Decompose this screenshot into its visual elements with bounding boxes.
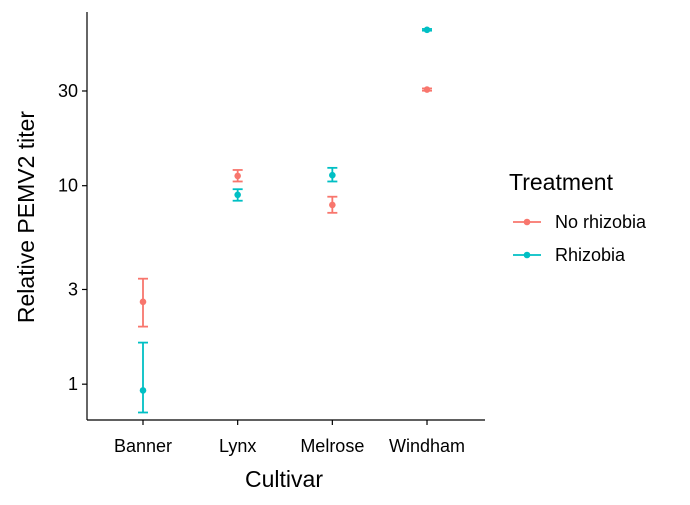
legend-key-point — [523, 251, 531, 259]
x-tick-label: Windham — [389, 436, 465, 456]
y-axis-title: Relative PEMV2 titer — [13, 111, 39, 324]
x-tick-label: Melrose — [300, 436, 364, 456]
data-point — [139, 387, 147, 394]
x-tick-label: Lynx — [219, 436, 256, 456]
y-ticks: 1 3 10 30 — [58, 81, 87, 394]
legend: Treatment No rhizobia Rhizobia — [509, 169, 647, 265]
legend-label: Rhizobia — [555, 245, 626, 265]
legend-title: Treatment — [509, 169, 614, 195]
data-point — [329, 171, 336, 179]
series-no-rhizobia — [138, 86, 433, 328]
x-tick-label: Banner — [114, 436, 172, 456]
legend-key-point — [523, 218, 531, 226]
legend-entry: Rhizobia — [513, 245, 626, 265]
data-point — [234, 172, 241, 180]
data-point — [423, 26, 431, 34]
series-rhizobia — [138, 26, 433, 414]
y-tick-label: 3 — [68, 279, 78, 299]
data-point — [139, 298, 147, 306]
axes — [86, 12, 485, 421]
data-point — [234, 191, 241, 199]
legend-label: No rhizobia — [555, 212, 647, 232]
data-marks — [138, 26, 433, 414]
y-tick-label: 1 — [68, 374, 78, 394]
y-tick-label: 10 — [58, 176, 78, 196]
data-point — [329, 201, 336, 209]
data-point — [423, 86, 431, 93]
y-tick-label: 30 — [58, 81, 78, 101]
legend-entry: No rhizobia — [513, 212, 647, 232]
x-ticks: Banner Lynx Melrose Windham — [114, 420, 465, 456]
x-axis-title: Cultivar — [245, 466, 323, 492]
